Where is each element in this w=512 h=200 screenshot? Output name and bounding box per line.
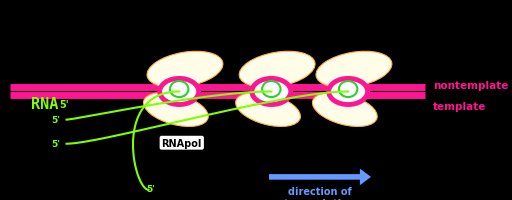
Text: RNA: RNA	[31, 97, 58, 111]
Ellipse shape	[143, 93, 208, 127]
Ellipse shape	[316, 52, 392, 88]
Ellipse shape	[239, 52, 315, 88]
Text: direction of
transcription: direction of transcription	[284, 186, 356, 200]
Ellipse shape	[329, 79, 368, 105]
Text: nontemplate: nontemplate	[433, 81, 508, 91]
Ellipse shape	[312, 93, 377, 127]
Text: 5': 5'	[59, 99, 69, 109]
Ellipse shape	[252, 79, 291, 105]
Ellipse shape	[147, 52, 223, 88]
Text: 5': 5'	[51, 116, 60, 124]
Ellipse shape	[236, 93, 301, 127]
Ellipse shape	[160, 79, 199, 105]
Text: 5': 5'	[146, 185, 155, 193]
Text: RNApol: RNApol	[162, 138, 202, 148]
Text: template: template	[433, 101, 486, 111]
Text: 5': 5'	[51, 140, 60, 148]
